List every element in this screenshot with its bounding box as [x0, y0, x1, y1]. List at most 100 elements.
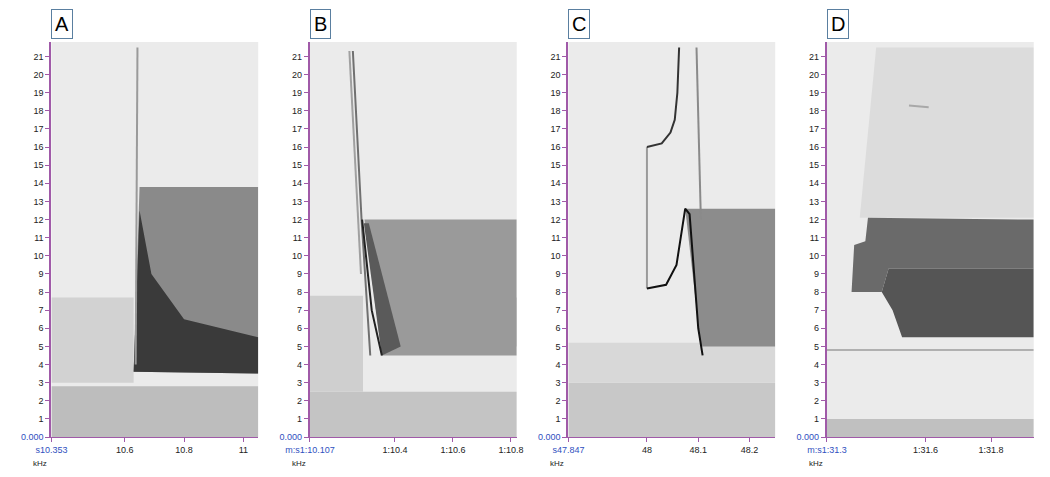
svg-text:2: 2 — [297, 396, 302, 406]
svg-text:19: 19 — [809, 88, 819, 98]
svg-text:0.000: 0.000 — [280, 432, 303, 442]
svg-text:A: A — [55, 13, 69, 35]
svg-text:18: 18 — [34, 106, 44, 116]
svg-text:12: 12 — [292, 215, 302, 225]
svg-text:14: 14 — [292, 178, 302, 188]
svg-text:18: 18 — [551, 106, 561, 116]
svg-text:48.1: 48.1 — [689, 445, 707, 455]
svg-text:D: D — [831, 13, 845, 35]
svg-text:13: 13 — [292, 197, 302, 207]
svg-text:48.2: 48.2 — [741, 445, 759, 455]
svg-text:17: 17 — [551, 124, 561, 134]
svg-text:1:10.6: 1:10.6 — [440, 445, 465, 455]
svg-text:19: 19 — [292, 88, 302, 98]
svg-text:20: 20 — [34, 70, 44, 80]
svg-text:C: C — [572, 13, 586, 35]
svg-text:1:10.8: 1:10.8 — [498, 445, 523, 455]
svg-text:14: 14 — [809, 178, 819, 188]
svg-text:20: 20 — [292, 70, 302, 80]
svg-text:2: 2 — [556, 396, 561, 406]
svg-text:17: 17 — [292, 124, 302, 134]
svg-text:16: 16 — [809, 142, 819, 152]
svg-text:16: 16 — [292, 142, 302, 152]
svg-text:15: 15 — [551, 160, 561, 170]
svg-text:8: 8 — [39, 287, 44, 297]
svg-text:19: 19 — [34, 88, 44, 98]
svg-text:11: 11 — [239, 445, 248, 455]
svg-text:10.8: 10.8 — [175, 445, 193, 455]
svg-text:B: B — [314, 13, 327, 35]
svg-text:s47.847: s47.847 — [552, 445, 584, 455]
svg-text:kHz: kHz — [33, 459, 47, 468]
svg-text:12: 12 — [34, 215, 44, 225]
svg-text:0.000: 0.000 — [21, 432, 44, 442]
svg-text:8: 8 — [814, 287, 819, 297]
svg-text:12: 12 — [551, 215, 561, 225]
svg-text:13: 13 — [551, 197, 561, 207]
svg-text:5: 5 — [297, 342, 302, 352]
svg-text:15: 15 — [292, 160, 302, 170]
svg-text:19: 19 — [551, 88, 561, 98]
svg-text:1: 1 — [297, 414, 302, 424]
svg-text:1: 1 — [814, 414, 819, 424]
svg-text:9: 9 — [297, 269, 302, 279]
svg-text:4: 4 — [39, 360, 44, 370]
svg-text:1:31.8: 1:31.8 — [979, 445, 1004, 455]
svg-text:7: 7 — [297, 305, 302, 315]
svg-text:18: 18 — [292, 106, 302, 116]
svg-text:s10.353: s10.353 — [35, 445, 67, 455]
svg-text:kHz: kHz — [550, 459, 564, 468]
svg-text:13: 13 — [34, 197, 44, 207]
svg-text:5: 5 — [39, 342, 44, 352]
svg-text:1: 1 — [39, 414, 44, 424]
svg-text:6: 6 — [297, 323, 302, 333]
svg-text:21: 21 — [292, 52, 302, 62]
svg-text:10: 10 — [292, 251, 302, 261]
svg-text:6: 6 — [556, 323, 561, 333]
svg-text:4: 4 — [556, 360, 561, 370]
svg-text:0.000: 0.000 — [538, 432, 561, 442]
svg-text:16: 16 — [34, 142, 44, 152]
svg-text:15: 15 — [809, 160, 819, 170]
svg-text:1:31.6: 1:31.6 — [913, 445, 938, 455]
svg-text:21: 21 — [809, 52, 819, 62]
svg-text:0.000: 0.000 — [797, 432, 820, 442]
svg-text:4: 4 — [297, 360, 302, 370]
svg-text:11: 11 — [34, 233, 43, 243]
svg-text:11: 11 — [810, 233, 819, 243]
svg-text:17: 17 — [34, 124, 44, 134]
svg-text:14: 14 — [551, 178, 561, 188]
svg-text:16: 16 — [551, 142, 561, 152]
svg-text:1:10.4: 1:10.4 — [382, 445, 407, 455]
svg-text:4: 4 — [814, 360, 819, 370]
svg-text:5: 5 — [814, 342, 819, 352]
svg-text:48: 48 — [642, 445, 652, 455]
svg-text:14: 14 — [34, 178, 44, 188]
svg-text:10.6: 10.6 — [116, 445, 134, 455]
svg-text:9: 9 — [556, 269, 561, 279]
svg-text:6: 6 — [39, 323, 44, 333]
svg-text:10: 10 — [34, 251, 44, 261]
svg-text:20: 20 — [809, 70, 819, 80]
svg-text:20: 20 — [551, 70, 561, 80]
svg-text:11: 11 — [293, 233, 302, 243]
svg-text:17: 17 — [809, 124, 819, 134]
svg-text:3: 3 — [814, 378, 819, 388]
svg-text:kHz: kHz — [809, 459, 823, 468]
svg-text:kHz: kHz — [292, 459, 306, 468]
svg-text:21: 21 — [551, 52, 561, 62]
svg-text:7: 7 — [814, 305, 819, 315]
svg-text:10: 10 — [809, 251, 819, 261]
svg-text:7: 7 — [556, 305, 561, 315]
svg-text:3: 3 — [297, 378, 302, 388]
svg-text:8: 8 — [297, 287, 302, 297]
svg-text:13: 13 — [809, 197, 819, 207]
svg-text:10: 10 — [551, 251, 561, 261]
svg-text:18: 18 — [809, 106, 819, 116]
svg-text:9: 9 — [814, 269, 819, 279]
svg-text:3: 3 — [39, 378, 44, 388]
svg-text:2: 2 — [39, 396, 44, 406]
svg-text:15: 15 — [34, 160, 44, 170]
svg-text:8: 8 — [556, 287, 561, 297]
svg-text:m:s1:10.107: m:s1:10.107 — [285, 445, 335, 455]
